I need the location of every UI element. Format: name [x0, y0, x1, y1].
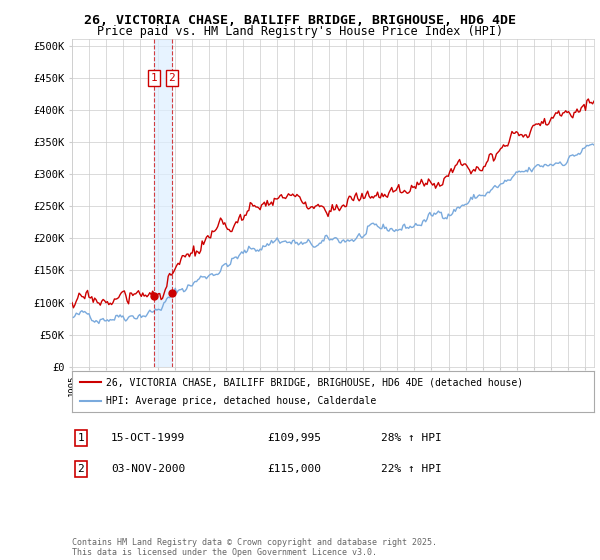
Text: 2: 2	[77, 464, 85, 474]
Text: 22% ↑ HPI: 22% ↑ HPI	[381, 464, 442, 474]
Text: 28% ↑ HPI: 28% ↑ HPI	[381, 433, 442, 443]
Text: 26, VICTORIA CHASE, BAILIFF BRIDGE, BRIGHOUSE, HD6 4DE (detached house): 26, VICTORIA CHASE, BAILIFF BRIDGE, BRIG…	[106, 377, 523, 387]
Text: 15-OCT-1999: 15-OCT-1999	[111, 433, 185, 443]
Text: 03-NOV-2000: 03-NOV-2000	[111, 464, 185, 474]
Bar	[154, 39, 172, 367]
Text: £115,000: £115,000	[267, 464, 321, 474]
Text: HPI: Average price, detached house, Calderdale: HPI: Average price, detached house, Cald…	[106, 396, 376, 405]
Text: 2: 2	[169, 73, 175, 83]
Text: Contains HM Land Registry data © Crown copyright and database right 2025.
This d: Contains HM Land Registry data © Crown c…	[72, 538, 437, 557]
Text: 26, VICTORIA CHASE, BAILIFF BRIDGE, BRIGHOUSE, HD6 4DE: 26, VICTORIA CHASE, BAILIFF BRIDGE, BRIG…	[84, 14, 516, 27]
Text: £109,995: £109,995	[267, 433, 321, 443]
Text: 1: 1	[151, 73, 157, 83]
Text: Price paid vs. HM Land Registry's House Price Index (HPI): Price paid vs. HM Land Registry's House …	[97, 25, 503, 38]
Text: 1: 1	[77, 433, 85, 443]
